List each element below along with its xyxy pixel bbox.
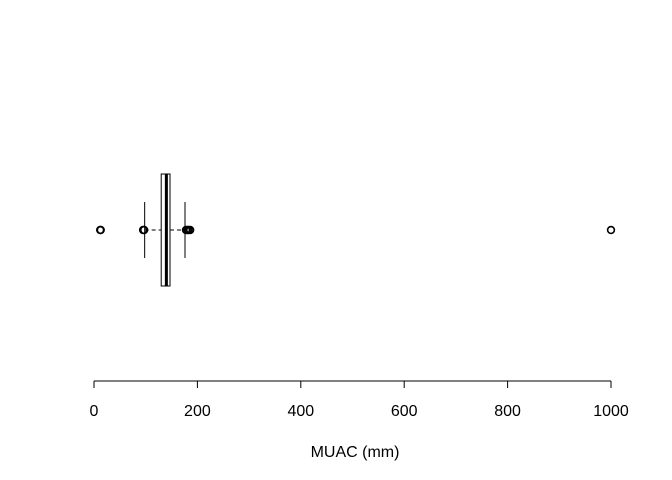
outlier-point <box>96 225 105 235</box>
outlier-point <box>185 225 195 235</box>
plot-area <box>96 173 616 287</box>
x-tick-label: 200 <box>184 403 211 420</box>
x-tick-label: 0 <box>90 403 99 420</box>
x-tick-label: 1000 <box>593 403 629 420</box>
outlier-point <box>606 225 616 235</box>
x-axis: 0 200 400 600 800 1000 <box>90 380 629 420</box>
x-axis-title: MUAC (mm) <box>311 444 400 461</box>
x-tick-label: 600 <box>391 403 418 420</box>
x-tick-label: 800 <box>494 403 521 420</box>
outlier-point <box>139 225 149 235</box>
x-tick-label: 400 <box>287 403 314 420</box>
